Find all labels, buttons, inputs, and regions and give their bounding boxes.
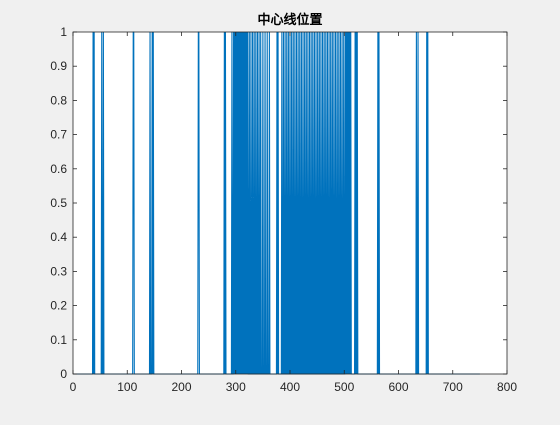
x-tick-label: 700 <box>443 380 463 394</box>
y-tick-label: 0.8 <box>50 93 67 107</box>
x-axis-ticks: 0 100 200 300 400 500 600 700 800 <box>70 32 517 394</box>
y-tick-label: 0.1 <box>50 333 67 347</box>
y-tick-label: 0 <box>60 367 67 381</box>
x-tick-label: 600 <box>388 380 408 394</box>
x-tick-label: 200 <box>171 380 191 394</box>
y-tick-label: 0.6 <box>50 162 67 176</box>
x-tick-label: 100 <box>117 380 137 394</box>
y-tick-label: 0.2 <box>50 299 67 313</box>
x-tick-label: 300 <box>226 380 246 394</box>
y-tick-label: 0.5 <box>50 196 67 210</box>
y-tick-label: 0.4 <box>50 230 67 244</box>
x-tick-label: 500 <box>334 380 354 394</box>
y-tick-label: 0.9 <box>50 59 67 73</box>
x-tick-label: 800 <box>497 380 517 394</box>
x-tick-label: 0 <box>70 380 77 394</box>
y-tick-label: 0.7 <box>50 128 67 142</box>
y-tick-label: 0.3 <box>50 264 67 278</box>
y-tick-label: 1 <box>60 25 67 39</box>
chart-title: 中心线位置 <box>257 12 322 28</box>
x-tick-label: 400 <box>280 380 300 394</box>
y-axis-ticks: 0 0.1 0.2 0.3 0.4 0.5 0.6 0.7 0.8 0.9 1 <box>50 25 507 381</box>
